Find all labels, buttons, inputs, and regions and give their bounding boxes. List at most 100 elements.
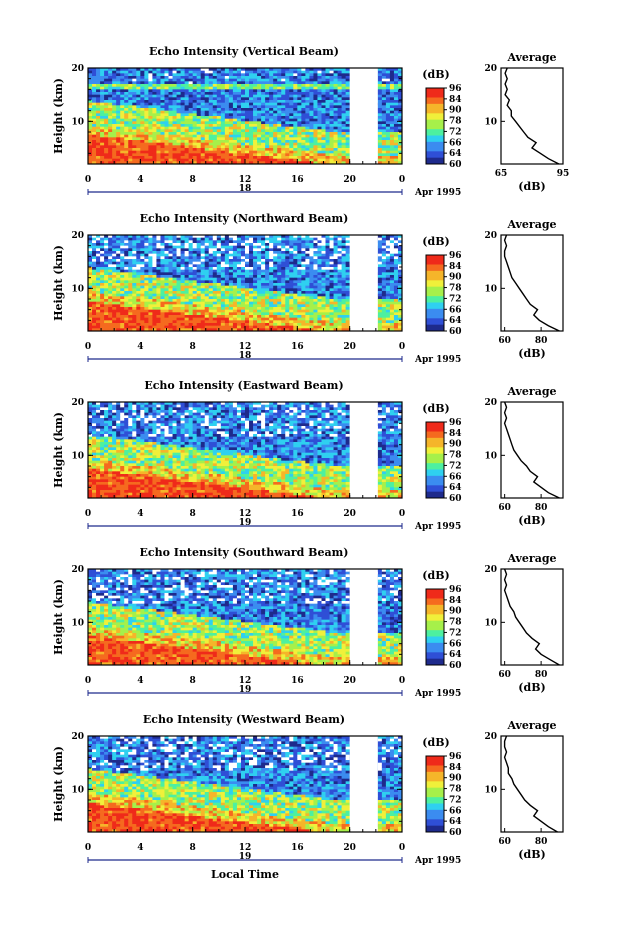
heatmap-cell: [124, 102, 129, 106]
heatmap-cell: [228, 78, 234, 82]
heatmap-cell: [305, 256, 310, 260]
heatmap-cell: [228, 288, 234, 292]
heatmap-cell: [228, 129, 234, 133]
heatmap-cell: [309, 259, 314, 263]
heatmap-cell: [212, 126, 218, 130]
heatmap-cell: [281, 256, 286, 260]
heatmap-cell: [240, 237, 246, 241]
heatmap-cell: [116, 92, 121, 96]
heatmap-cell: [273, 261, 278, 265]
heatmap-cell: [108, 108, 113, 112]
heatmap-cell: [317, 102, 322, 106]
heatmap-cell: [208, 315, 214, 319]
heatmap-cell: [228, 116, 234, 120]
heatmap-cell: [216, 105, 222, 109]
heatmap-cell: [228, 301, 234, 305]
heatmap-cell: [200, 253, 206, 257]
heatmap-cell: [277, 161, 282, 165]
heatmap-cell: [116, 253, 121, 257]
heatmap-cell: [108, 299, 113, 303]
heatmap-cell: [313, 277, 318, 281]
heatmap-cell: [309, 113, 314, 117]
heatmap-cell: [273, 84, 278, 88]
heatmap-cell: [301, 267, 306, 271]
heatmap-cell: [168, 328, 173, 332]
heatmap-cell: [124, 137, 129, 141]
heatmap-cell: [273, 291, 278, 295]
heatmap-cell: [269, 76, 274, 80]
heatmap-cell: [341, 158, 347, 162]
heatmap-cell: [245, 320, 250, 324]
heatmap-cell: [253, 153, 258, 157]
heatmap-cell: [92, 320, 97, 324]
heatmap-cell: [92, 309, 97, 313]
heatmap-cell: [148, 68, 153, 72]
heatmap-cell: [212, 78, 218, 82]
heatmap-cell: [204, 121, 210, 125]
heatmap-cell: [393, 73, 399, 77]
heatmap-cell: [136, 70, 141, 74]
heatmap-cell: [88, 150, 93, 154]
heatmap-cell: [321, 68, 326, 72]
heatmap-cell: [156, 140, 161, 144]
heatmap-cell: [220, 320, 226, 324]
heatmap-cell: [329, 73, 334, 77]
heatmap-cell: [273, 116, 278, 120]
heatmap-cell: [236, 140, 242, 144]
heatmap-cell: [192, 280, 198, 284]
heatmap-cell: [301, 92, 306, 96]
heatmap-cell: [253, 275, 258, 279]
heatmap-cell: [144, 323, 149, 327]
heatmap-cell: [144, 118, 149, 122]
heatmap-cell: [116, 264, 121, 268]
heatmap-cell: [232, 129, 238, 133]
heatmap-cell: [168, 261, 173, 265]
heatmap-cell: [257, 293, 262, 297]
heatmap-cell: [120, 237, 125, 241]
heatmap-cell: [116, 296, 121, 300]
heatmap-cell: [136, 153, 141, 157]
heatmap-cell: [273, 307, 278, 311]
heatmap-cell: [393, 68, 399, 72]
heatmap-cell: [333, 73, 338, 77]
heatmap-cell: [156, 245, 161, 249]
heatmap-cell: [180, 328, 186, 332]
heatmap-cell: [196, 150, 202, 154]
heatmap-cell: [156, 248, 161, 252]
heatmap-cell: [200, 116, 206, 120]
heatmap-cell: [164, 134, 169, 138]
heatmap-cell: [216, 148, 222, 152]
heatmap-cell: [168, 142, 173, 146]
heatmap-cell: [180, 245, 186, 249]
heatmap-cell: [136, 317, 141, 321]
heatmap-cell: [277, 272, 282, 276]
heatmap-cell: [192, 320, 198, 324]
heatmap-cell: [204, 243, 210, 247]
heatmap-cell: [116, 291, 121, 295]
heatmap-cell: [180, 81, 186, 85]
heatmap-cell: [228, 312, 234, 316]
heatmap-cell: [224, 140, 230, 144]
heatmap-cell: [184, 309, 190, 313]
heatmap-cell: [132, 285, 137, 289]
heatmap-cell: [345, 100, 351, 104]
heatmap-cell: [341, 124, 347, 128]
heatmap-cell: [341, 148, 347, 152]
heatmap-cell: [168, 312, 173, 316]
heatmap-cell: [281, 73, 286, 77]
heatmap-cell: [200, 158, 206, 162]
heatmap-cell: [196, 267, 202, 271]
heatmap-cell: [128, 267, 133, 271]
heatmap-cell: [265, 108, 270, 112]
heatmap-cell: [240, 94, 246, 98]
heatmap-cell: [329, 126, 334, 130]
heatmap-cell: [124, 126, 129, 130]
heatmap-cell: [172, 89, 177, 93]
heatmap-cell: [232, 243, 238, 247]
heatmap-cell: [289, 142, 294, 146]
heatmap-cell: [180, 129, 186, 133]
heatmap-cell: [397, 126, 403, 130]
heatmap-cell: [176, 126, 181, 130]
colorbar-tick-label: 60: [449, 160, 462, 170]
heatmap-cell: [309, 245, 314, 249]
